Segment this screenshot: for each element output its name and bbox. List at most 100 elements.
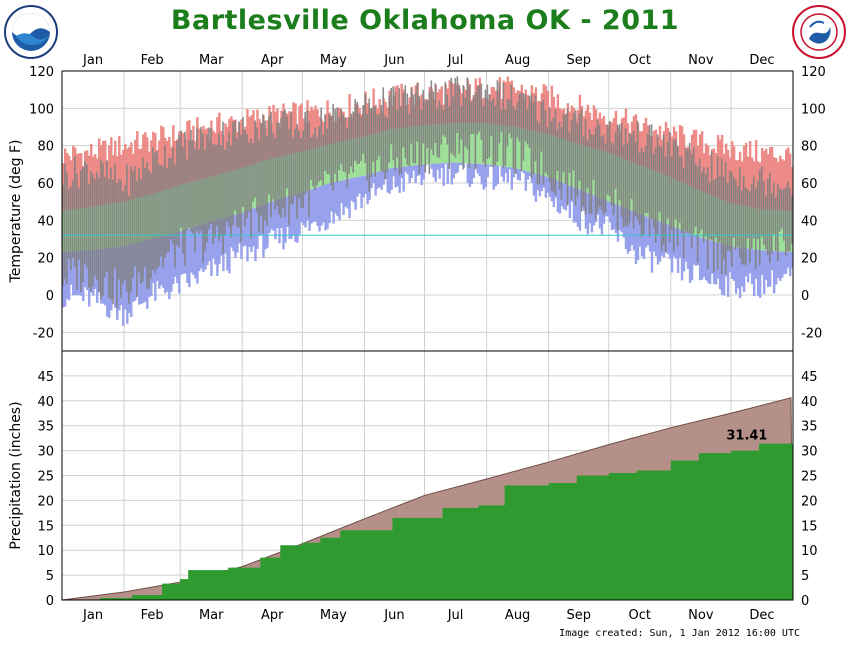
- record-high-bar: [774, 158, 778, 211]
- actual-temperature-bar: [572, 113, 575, 171]
- record-low-bar: [678, 229, 682, 258]
- record-low-bar: [306, 190, 309, 221]
- record-low-bar: [194, 226, 197, 279]
- actual-temperature-bar: [334, 108, 336, 174]
- actual-temperature-bar: [314, 127, 316, 190]
- actual-temperature-bar: [72, 180, 74, 259]
- actual-precipitation-area: [62, 443, 793, 600]
- record-low-bar: [412, 165, 415, 171]
- actual-temperature-bar: [108, 178, 110, 298]
- record-low-bar: [256, 206, 259, 249]
- actual-temperature-bar: [698, 158, 701, 234]
- actual-temperature-bar: [424, 100, 427, 173]
- record-high-bar: [326, 100, 329, 145]
- actual-temperature-bar: [338, 117, 340, 171]
- actual-temperature-bar: [594, 127, 597, 220]
- record-low-bar: [650, 218, 654, 273]
- record-low-bar: [206, 222, 209, 266]
- month-label-top: Feb: [141, 53, 164, 68]
- record-low-bar: [408, 166, 411, 184]
- record-low-bar: [704, 239, 708, 281]
- actual-temperature-bar: [478, 85, 481, 132]
- record-low-bar: [480, 164, 483, 185]
- record-low-bar: [86, 250, 89, 291]
- actual-temperature-bar: [326, 128, 328, 175]
- actual-temperature-bar: [298, 130, 300, 199]
- month-label-top: Nov: [688, 53, 714, 68]
- record-low-bar: [364, 175, 367, 194]
- record-low-bar: [614, 204, 618, 233]
- record-low-bar: [284, 197, 287, 243]
- record-low-bar: [310, 189, 313, 224]
- actual-temperature-bar: [536, 120, 539, 185]
- actual-temperature-bar: [382, 87, 385, 173]
- actual-temperature-bar: [134, 166, 136, 267]
- record-high-bar: [272, 104, 275, 159]
- record-low-bar: [620, 206, 624, 233]
- actual-temperature-bar: [130, 165, 132, 293]
- record-high-bar: [718, 139, 722, 200]
- record-high-bar: [680, 126, 684, 183]
- actual-temperature-bar: [752, 176, 755, 239]
- record-low-bar: [214, 220, 217, 265]
- record-high-bar: [128, 147, 131, 201]
- actual-temperature-bar: [328, 114, 330, 175]
- record-low-bar: [782, 251, 786, 275]
- actual-temperature-bar: [484, 89, 487, 167]
- actual-temperature-bar: [396, 109, 399, 158]
- actual-temperature-bar: [266, 136, 268, 227]
- record-high-bar: [712, 148, 716, 197]
- record-low-bar: [286, 196, 289, 228]
- record-low-bar: [242, 212, 245, 247]
- record-high-bar: [448, 80, 451, 124]
- actual-temperature-bar: [446, 94, 449, 145]
- actual-temperature-bar: [534, 95, 537, 162]
- actual-temperature-bar: [486, 84, 489, 160]
- record-low-bar: [478, 163, 481, 177]
- record-low-bar: [192, 227, 195, 275]
- actual-temperature-bar: [696, 166, 699, 264]
- precipitation-tick-label-right: 30: [801, 445, 818, 460]
- month-label-top: Oct: [629, 53, 651, 68]
- record-low-bar: [494, 165, 497, 187]
- month-label-bottom: Jun: [383, 608, 404, 623]
- actual-temperature-bar: [618, 124, 621, 201]
- record-high-bar: [782, 160, 786, 211]
- record-low-bar: [188, 228, 191, 288]
- actual-temperature-bars: [62, 76, 793, 308]
- record-low-bar: [546, 177, 550, 193]
- record-high-bar: [274, 111, 277, 158]
- actual-temperature-bar: [116, 183, 118, 308]
- actual-temperature-bar: [156, 151, 158, 270]
- record-low-bar: [780, 251, 784, 278]
- month-label-top: Apr: [261, 53, 284, 68]
- actual-temperature-bar: [262, 114, 264, 234]
- record-high-bar: [348, 93, 351, 140]
- actual-temperature-bar: [674, 138, 677, 220]
- actual-temperature-bar: [428, 91, 431, 174]
- record-low-bar: [144, 240, 147, 302]
- record-low-bar: [758, 250, 762, 298]
- actual-temperature-bar: [280, 118, 282, 218]
- temperature-tick-label-left: 20: [37, 252, 54, 267]
- record-low-bar: [238, 213, 241, 244]
- actual-temperature-bar: [286, 116, 288, 189]
- record-high-bar: [682, 134, 686, 184]
- normal-range-bar: [460, 123, 463, 163]
- record-low-bar: [694, 235, 698, 266]
- record-low-bar: [452, 162, 455, 179]
- actual-temperature-bar: [104, 177, 106, 278]
- actual-temperature-bar: [190, 129, 192, 232]
- record-high-bar: [174, 140, 177, 187]
- actual-temperature-bar: [226, 141, 228, 222]
- precipitation-tick-label-right: 20: [801, 494, 818, 509]
- record-low-bar: [330, 182, 333, 212]
- record-low-bar: [540, 175, 544, 191]
- actual-temperature-bar: [214, 144, 216, 238]
- record-high-bar: [780, 159, 784, 211]
- actual-temperature-bar: [754, 187, 757, 270]
- record-low-bar: [198, 225, 201, 272]
- record-low-bar: [332, 182, 335, 224]
- actual-temperature-bar: [358, 113, 361, 164]
- actual-temperature-bar: [470, 101, 473, 135]
